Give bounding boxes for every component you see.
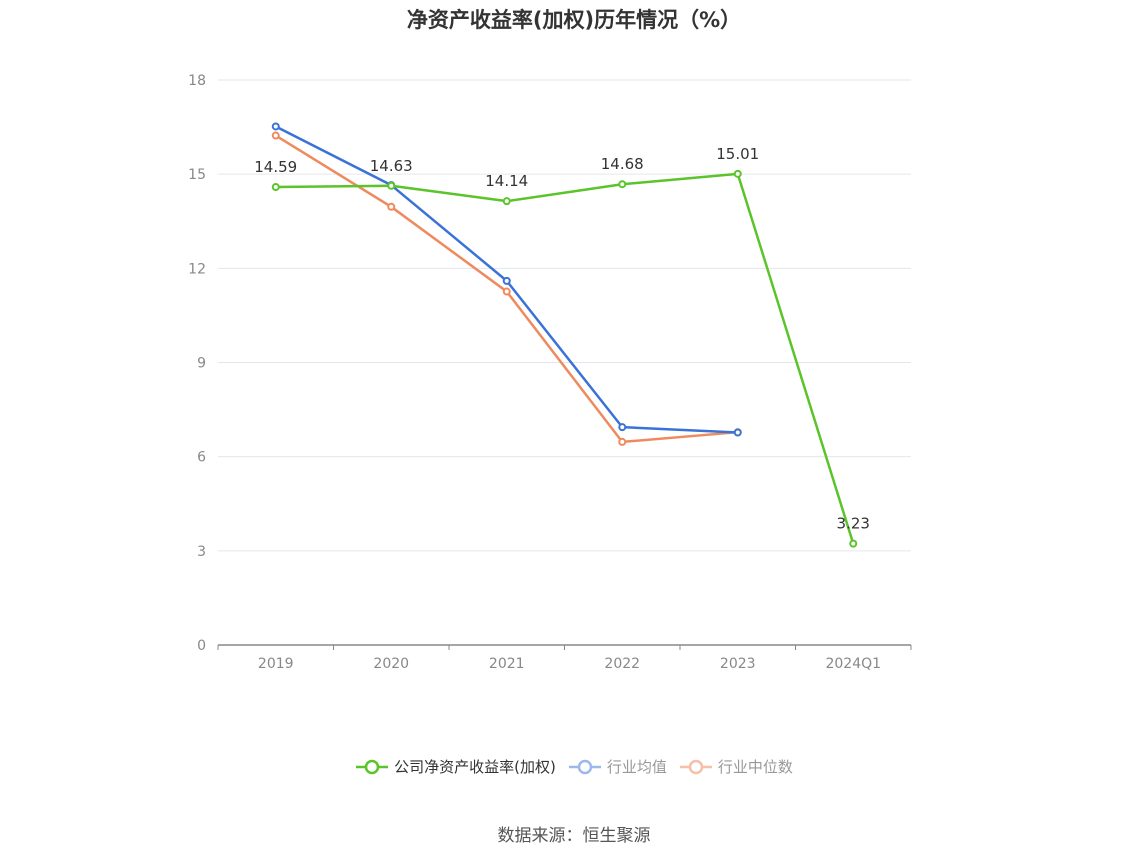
y-tick-label: 15 (188, 167, 206, 183)
y-tick-label: 9 (197, 356, 206, 372)
y-tick-label: 18 (188, 73, 206, 89)
chart-legend: 公司净资产收益率(加权) 行业均值 行业中位数 (0, 756, 1148, 777)
x-tick-label: 2024Q1 (825, 656, 881, 672)
data-source: 数据来源：恒生聚源 (497, 826, 651, 846)
data-point (502, 276, 511, 285)
x-tick-label: 2023 (720, 656, 756, 672)
legend-item[interactable]: 公司净资产收益率(加权) (355, 756, 556, 777)
x-tick-label: 2020 (373, 656, 409, 672)
chart-title: 净资产收益率(加权)历年情况（%） (406, 8, 742, 32)
data-point (271, 131, 280, 140)
legend-line-circle-icon (568, 759, 601, 774)
data-point (618, 423, 627, 432)
data-label: 14.63 (370, 157, 413, 175)
y-tick-label: 0 (197, 638, 206, 654)
legend-label: 行业中位数 (717, 758, 793, 776)
data-label: 14.14 (485, 172, 528, 190)
x-tick-label: 2021 (489, 656, 525, 672)
data-point (618, 437, 627, 446)
data-point (387, 202, 396, 211)
line-chart: 0 3 6 9 12 15 18 2019 2020 2021 2022 2023 2024Q1 14.5… (188, 73, 912, 672)
y-tick-label: 3 (197, 544, 206, 560)
data-label: 3.23 (837, 515, 870, 533)
x-tick-label: 2019 (258, 656, 294, 672)
legend-line-circle-icon (679, 759, 712, 774)
data-point (849, 539, 858, 548)
data-point (271, 183, 280, 192)
data-point (733, 428, 742, 437)
data-point (502, 197, 511, 206)
series-line (275, 172, 855, 544)
y-tick-label: 12 (188, 261, 206, 277)
data-label: 14.68 (601, 155, 644, 173)
data-point (733, 169, 742, 178)
data-point (502, 287, 511, 296)
data-point (271, 122, 280, 131)
y-tick-label: 6 (197, 450, 206, 466)
legend-item[interactable]: 行业均值 (568, 756, 667, 777)
legend-line-circle-icon (356, 759, 389, 774)
data-label: 15.01 (716, 145, 759, 163)
data-point (387, 181, 396, 190)
x-tick-label: 2022 (604, 656, 640, 672)
legend-item[interactable]: 行业中位数 (679, 756, 793, 777)
data-label: 14.59 (254, 158, 297, 176)
data-point (618, 180, 627, 189)
legend-label: 行业均值 (606, 758, 667, 776)
legend-label: 公司净资产收益率(加权) (394, 758, 556, 776)
